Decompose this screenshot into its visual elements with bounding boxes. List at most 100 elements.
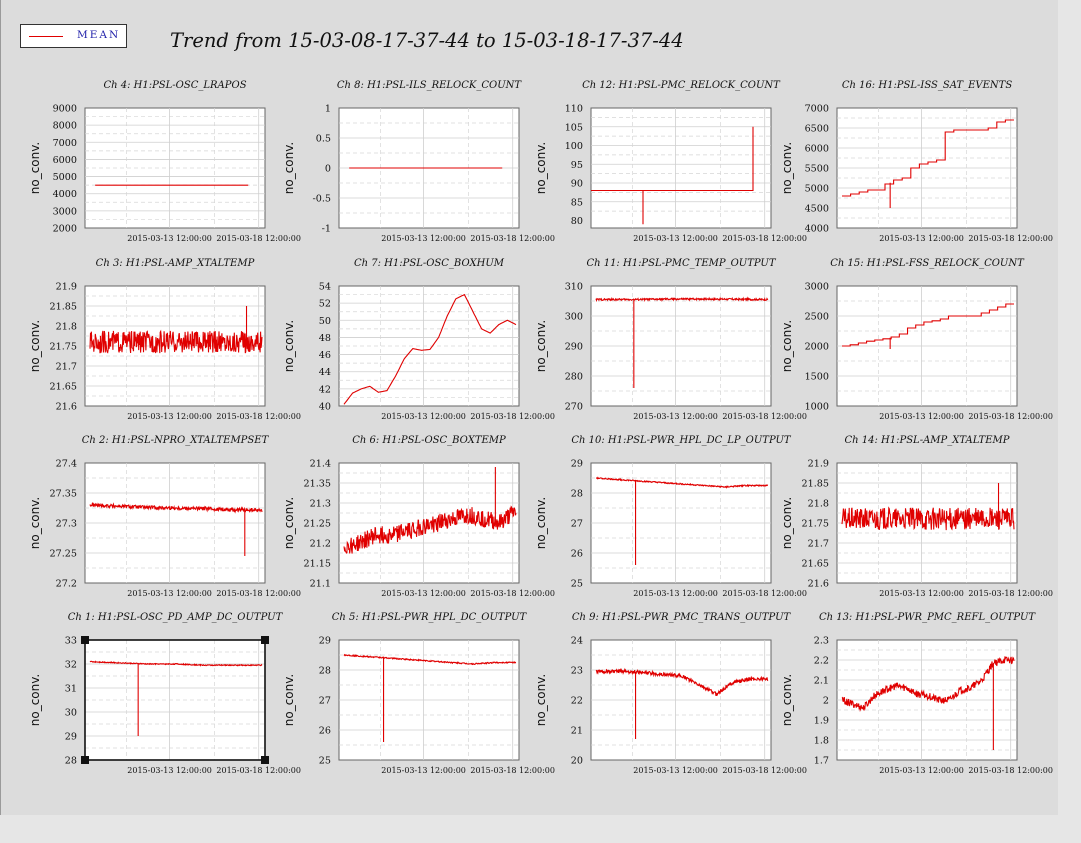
chart-title: Ch 12: H1:PSL-PMC_RELOCK_COUNT xyxy=(582,80,781,91)
y-tick-label: 21.65 xyxy=(50,382,77,393)
y-tick-label: 26 xyxy=(319,726,331,737)
x-tick-label: 2015-03-13 12:00:00 xyxy=(879,766,964,775)
y-tick-label: 52 xyxy=(319,299,331,310)
legend-swatch xyxy=(29,36,63,37)
chart-title: Ch 13: H1:PSL-PWR_PMC_REFL_OUTPUT xyxy=(819,612,1036,623)
chart-title: Ch 14: H1:PSL-AMP_XTALTEMP xyxy=(844,435,1009,446)
y-tick-label: 27 xyxy=(319,696,331,707)
y-tick-label: -1 xyxy=(322,224,331,235)
y-tick-label: 110 xyxy=(565,104,583,115)
y-axis-label: no_conv. xyxy=(28,320,42,372)
y-axis-label: no_conv. xyxy=(780,497,794,549)
y-tick-label: 6000 xyxy=(805,144,829,155)
y-tick-label: 3000 xyxy=(805,282,829,293)
chart-title: Ch 5: H1:PSL-PWR_HPL_DC_OUTPUT xyxy=(332,612,528,623)
series-line xyxy=(591,126,754,192)
x-tick-label: 2015-03-18 12:00:00 xyxy=(968,234,1053,243)
resize-handle[interactable] xyxy=(261,636,269,644)
y-tick-label: 95 xyxy=(571,160,583,171)
x-tick-label: 2015-03-13 12:00:00 xyxy=(381,234,466,243)
plot-area xyxy=(590,107,772,229)
y-tick-label: 280 xyxy=(565,372,583,383)
chart-panel-10: Ch 6: H1:PSL-OSC_BOXTEMP 21.1 21.15 21.2 21.… xyxy=(282,435,555,598)
y-tick-label: 22 xyxy=(571,696,583,707)
x-tick-label: 2015-03-13 12:00:00 xyxy=(127,234,212,243)
series-line xyxy=(89,329,263,354)
y-tick-label: 1 xyxy=(325,104,331,115)
y-tick-label: 4000 xyxy=(805,224,829,235)
y-tick-label: 21.15 xyxy=(304,559,331,570)
x-tick-label: 2015-03-18 12:00:00 xyxy=(968,766,1053,775)
y-tick-label: 5000 xyxy=(53,172,77,183)
y-tick-label: 21.9 xyxy=(56,282,77,293)
y-tick-label: 4000 xyxy=(53,189,77,200)
y-tick-label: 21.65 xyxy=(802,559,829,570)
y-tick-label: 29 xyxy=(571,459,583,470)
y-tick-label: 21.9 xyxy=(808,459,829,470)
x-tick-label: 2015-03-18 12:00:00 xyxy=(216,234,301,243)
y-tick-label: 28 xyxy=(319,666,331,677)
selection-frame[interactable] xyxy=(84,639,266,761)
y-tick-label: 21.75 xyxy=(802,519,829,530)
y-axis-label: no_conv. xyxy=(28,142,42,194)
resize-handle[interactable] xyxy=(81,756,89,764)
y-axis-label: no_conv. xyxy=(28,497,42,549)
y-tick-label: 2000 xyxy=(805,342,829,353)
y-tick-label: 2 xyxy=(823,696,829,707)
y-tick-label: 270 xyxy=(565,402,583,413)
y-tick-label: 2.2 xyxy=(814,656,829,667)
x-tick-label: 2015-03-13 12:00:00 xyxy=(381,589,466,598)
y-tick-label: 27.4 xyxy=(56,459,77,470)
chart-title: Ch 7: H1:PSL-OSC_BOXHUM xyxy=(354,258,505,269)
x-tick-label: 2015-03-13 12:00:00 xyxy=(633,234,718,243)
y-tick-label: 32 xyxy=(65,660,77,671)
x-tick-label: 2015-03-18 12:00:00 xyxy=(470,766,555,775)
y-tick-label: 27 xyxy=(571,519,583,530)
y-tick-label: 21.3 xyxy=(310,499,331,510)
page-title: Trend from 15-03-08-17-37-44 to 15-03-18… xyxy=(170,29,684,52)
resize-handle[interactable] xyxy=(261,756,269,764)
series-line xyxy=(89,501,263,514)
y-tick-label: 2.1 xyxy=(814,676,829,687)
series-line xyxy=(842,303,1014,347)
y-tick-label: 25 xyxy=(319,756,331,767)
chart-panel-4: Ch 16: H1:PSL-ISS_SAT_EVENTS 4000 4500 5000… xyxy=(780,80,1053,243)
chart-panel-1: Ch 4: H1:PSL-OSC_LRAPOS 2000 3000 4000 5000 6… xyxy=(28,80,301,243)
y-axis-label: no_conv. xyxy=(282,142,296,194)
series-line xyxy=(343,653,517,666)
y-tick-label: 42 xyxy=(319,384,331,395)
y-axis-label: no_conv. xyxy=(28,674,42,726)
y-tick-label: 21.75 xyxy=(50,342,77,353)
chart-title: Ch 6: H1:PSL-OSC_BOXTEMP xyxy=(352,435,506,446)
chart-title: Ch 11: H1:PSL-PMC_TEMP_OUTPUT xyxy=(586,258,776,269)
x-tick-label: 2015-03-18 12:00:00 xyxy=(470,234,555,243)
trend-canvas: MEAN Trend from 15-03-08-17-37-44 to 15-… xyxy=(0,0,1054,815)
y-tick-label: 80 xyxy=(571,216,583,227)
y-tick-label: 28 xyxy=(571,489,583,500)
chart-panel-11: Ch 10: H1:PSL-PWR_HPL_DC_LP_OUTPUT 25 26 27… xyxy=(534,435,807,598)
y-tick-label: 21 xyxy=(571,726,583,737)
y-tick-label: 21.2 xyxy=(310,539,331,550)
x-tick-label: 2015-03-18 12:00:00 xyxy=(470,412,555,421)
chart-panel-3: Ch 12: H1:PSL-PMC_RELOCK_COUNT 80 85 90 95 10… xyxy=(534,80,807,243)
y-tick-label: 29 xyxy=(65,732,77,743)
y-tick-label: 290 xyxy=(565,342,583,353)
y-tick-label: 30 xyxy=(65,708,77,719)
y-tick-label: 0 xyxy=(325,164,331,175)
x-tick-label: 2015-03-18 12:00:00 xyxy=(722,766,807,775)
resize-handle[interactable] xyxy=(81,636,89,644)
y-tick-label: 44 xyxy=(319,367,331,378)
y-tick-label: 20 xyxy=(571,756,583,767)
chart-panel-15: Ch 9: H1:PSL-PWR_PMC_TRANS_OUTPUT 20 21 22 2… xyxy=(534,612,807,775)
y-tick-label: 27.25 xyxy=(50,549,77,560)
x-tick-label: 2015-03-13 12:00:00 xyxy=(381,766,466,775)
x-tick-label: 2015-03-18 12:00:00 xyxy=(722,412,807,421)
y-tick-label: 33 xyxy=(65,636,77,647)
y-tick-label: 100 xyxy=(565,141,583,152)
x-tick-label: 2015-03-13 12:00:00 xyxy=(127,412,212,421)
y-tick-label: 21.7 xyxy=(808,539,829,550)
legend-box: MEAN xyxy=(20,24,127,48)
y-tick-label: 3000 xyxy=(53,206,77,217)
chart-title: Ch 4: H1:PSL-OSC_LRAPOS xyxy=(103,80,246,91)
x-tick-label: 2015-03-18 12:00:00 xyxy=(216,412,301,421)
